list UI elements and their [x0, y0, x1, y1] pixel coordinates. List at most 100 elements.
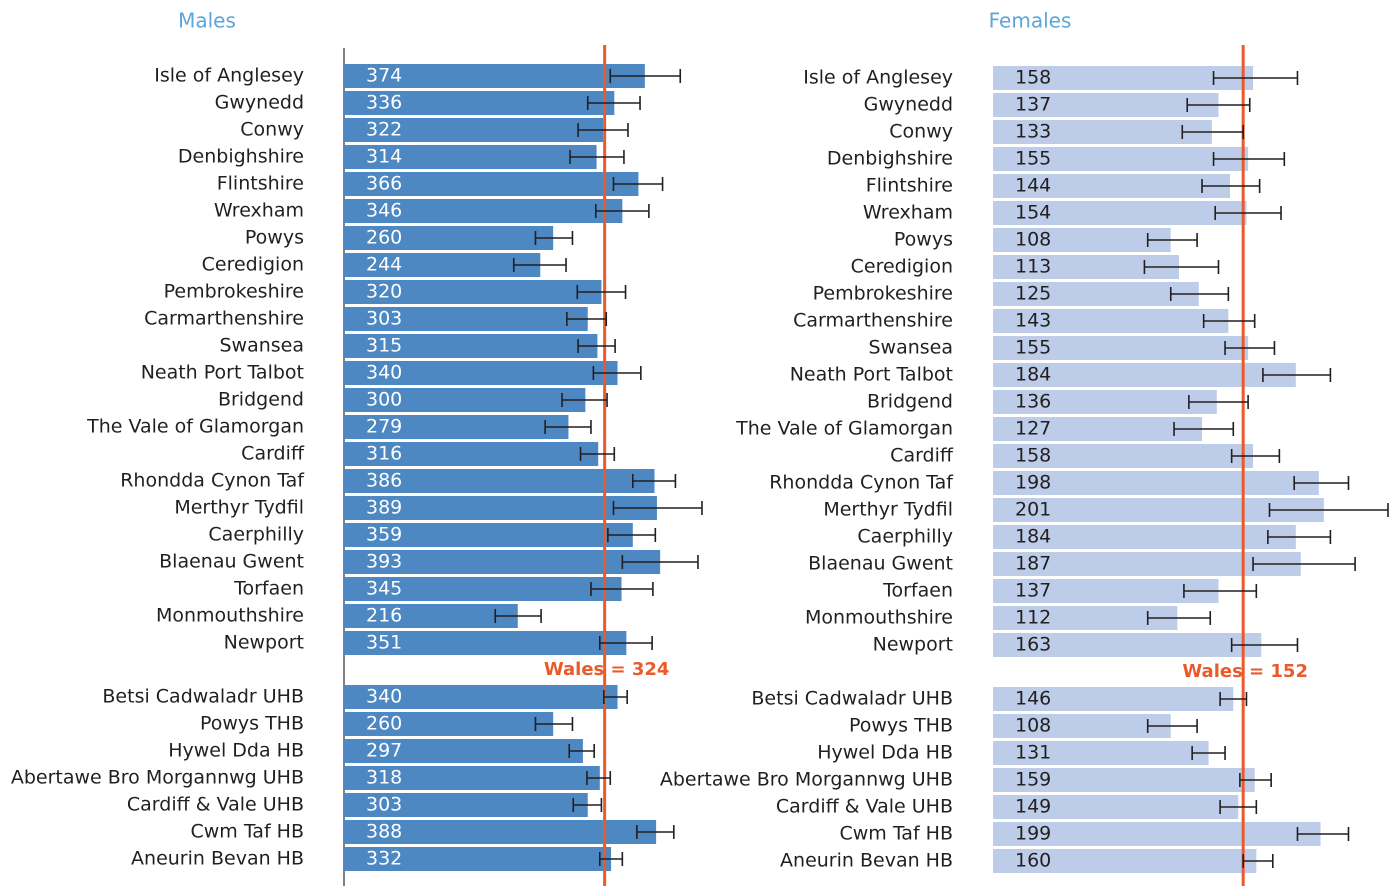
value-label: 108 [1015, 229, 1051, 251]
category-label: Abertawe Bro Morgannwg UHB [660, 769, 953, 791]
category-label: Rhondda Cynon Taf [769, 472, 954, 494]
category-label: Neath Port Talbot [790, 364, 953, 386]
category-label: Denbighshire [827, 148, 953, 170]
value-label: 146 [1015, 688, 1051, 710]
bar [344, 847, 612, 871]
category-label: Powys [894, 229, 953, 251]
reference-label: Wales = 324 [544, 659, 670, 680]
bar [993, 741, 1209, 765]
category-label: Powys THB [200, 713, 304, 735]
category-label: Cardiff & Vale UHB [776, 796, 953, 818]
category-label: Flintshire [866, 175, 953, 197]
bar [344, 631, 627, 655]
error-bar [534, 717, 574, 731]
category-label: Carmarthenshire [144, 308, 304, 330]
value-label: 201 [1015, 499, 1051, 521]
value-label: 374 [366, 65, 402, 87]
category-label: Hywel Dda HB [168, 740, 304, 762]
value-label: 184 [1015, 526, 1051, 548]
category-label: Swansea [868, 337, 953, 359]
category-label: Isle of Anglesey [154, 65, 304, 87]
category-label: Gwynedd [864, 94, 953, 116]
category-label: Merthyr Tydfil [823, 499, 953, 521]
category-label: Cardiff & Vale UHB [127, 794, 304, 816]
bar [344, 577, 622, 601]
value-label: 332 [366, 848, 402, 870]
category-label: Conwy [240, 119, 304, 141]
category-label: Caerphilly [857, 526, 953, 548]
value-label: 316 [366, 443, 402, 465]
value-label: 279 [366, 416, 402, 438]
bar [993, 822, 1321, 846]
bar [344, 145, 597, 169]
bar [993, 390, 1217, 414]
value-label: 131 [1015, 742, 1051, 764]
value-label: 314 [366, 146, 402, 168]
value-label: 340 [366, 362, 402, 384]
category-label: Gwynedd [215, 92, 304, 114]
bar [993, 795, 1239, 819]
category-label: Caerphilly [208, 524, 304, 546]
bar [344, 91, 615, 115]
value-label: 137 [1015, 94, 1051, 116]
bar [993, 228, 1171, 252]
bar [344, 685, 618, 709]
value-label: 136 [1015, 391, 1051, 413]
value-label: 133 [1015, 121, 1051, 143]
bar [993, 498, 1324, 522]
error-bar [568, 744, 595, 758]
category-label: Aneurin Bevan HB [131, 848, 304, 870]
error-bar [534, 231, 574, 245]
error-bar [577, 123, 629, 137]
bar [344, 118, 604, 142]
value-label: 113 [1015, 256, 1051, 278]
bar [344, 766, 600, 790]
bar [344, 739, 583, 763]
value-label: 108 [1015, 715, 1051, 737]
bar [993, 336, 1249, 360]
category-label: Blaenau Gwent [808, 553, 953, 575]
bar [344, 793, 588, 817]
category-label: Abertawe Bro Morgannwg UHB [11, 767, 304, 789]
category-label: Newport [224, 632, 304, 654]
value-label: 322 [366, 119, 402, 141]
bar [344, 334, 598, 358]
value-label: 320 [366, 281, 402, 303]
bar [993, 552, 1301, 576]
bar [344, 415, 569, 439]
value-label: 163 [1015, 634, 1051, 656]
error-bar [576, 285, 627, 299]
bar [993, 579, 1219, 603]
error-bar [1181, 125, 1244, 139]
bar [344, 469, 655, 493]
error-bar [1202, 314, 1256, 328]
error-bar [1242, 854, 1274, 868]
value-label: 184 [1015, 364, 1051, 386]
error-bar [586, 771, 612, 785]
bar [344, 361, 618, 385]
value-label: 154 [1015, 202, 1051, 224]
category-label: Torfaen [882, 580, 953, 602]
value-label: 125 [1015, 283, 1051, 305]
bar [344, 604, 518, 628]
value-label: 143 [1015, 310, 1051, 332]
category-label: Torfaen [233, 578, 304, 600]
category-label: Isle of Anglesey [803, 67, 953, 89]
value-label: 340 [366, 686, 402, 708]
value-label: 198 [1015, 472, 1051, 494]
error-bar [594, 204, 650, 218]
error-bar [566, 312, 608, 326]
bar [344, 199, 623, 223]
value-label: 199 [1015, 823, 1051, 845]
bar [993, 363, 1296, 387]
error-bar [1146, 611, 1212, 625]
category-label: Cardiff [890, 445, 954, 467]
category-label: Swansea [219, 335, 304, 357]
error-bar [636, 825, 675, 839]
error-bar [1201, 179, 1261, 193]
category-label: Conwy [889, 121, 953, 143]
value-label: 297 [366, 740, 402, 762]
error-bar [1212, 71, 1299, 85]
value-label: 303 [366, 794, 402, 816]
